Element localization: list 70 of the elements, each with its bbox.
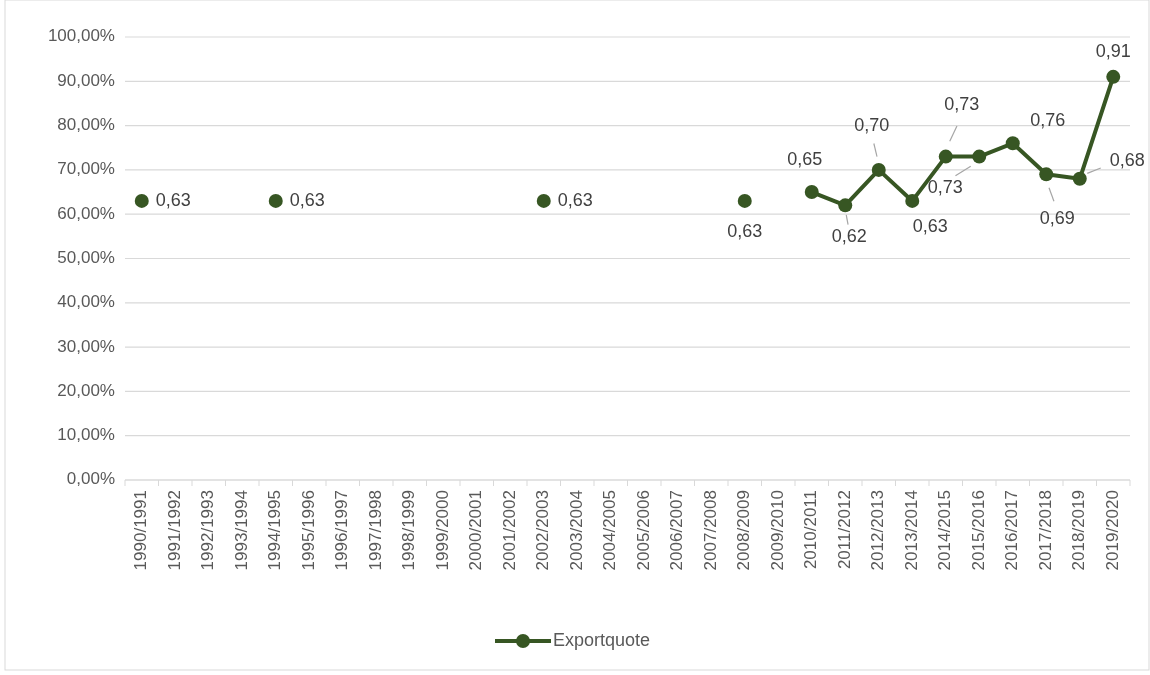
y-tick-label: 60,00%	[57, 203, 115, 223]
x-tick-label: 2014/2015	[935, 490, 955, 571]
point	[871, 162, 886, 177]
data-label: 0,63	[912, 215, 948, 236]
y-tick-label: 20,00%	[57, 380, 115, 400]
data-label: 0,73	[927, 177, 963, 198]
x-tick-label: 1999/2000	[432, 490, 452, 571]
x-tick-label: 1990/1991	[131, 490, 151, 571]
x-tick-label: 2011/2012	[834, 490, 854, 570]
data-label: 0,76	[1030, 110, 1066, 131]
point	[536, 193, 551, 208]
x-tick-label: 2000/2001	[466, 490, 486, 571]
x-tick-label: 1991/1992	[164, 490, 184, 571]
x-tick-label: 2004/2005	[600, 490, 620, 571]
point	[938, 149, 953, 164]
point	[268, 193, 283, 208]
x-tick-label: 1997/1998	[365, 490, 385, 571]
x-tick-label: 1998/1999	[399, 490, 419, 571]
x-tick-label: 2007/2008	[700, 490, 720, 571]
point	[1039, 167, 1054, 182]
y-tick-label: 80,00%	[57, 115, 115, 135]
x-tick-label: 2008/2009	[734, 490, 754, 571]
data-label: 0,70	[854, 114, 890, 135]
data-label: 0,63	[289, 189, 325, 210]
y-tick-label: 50,00%	[57, 247, 115, 267]
x-tick-label: 2003/2004	[566, 490, 586, 571]
y-tick-label: 90,00%	[57, 70, 115, 90]
point	[737, 193, 752, 208]
x-tick-label: 2005/2006	[633, 490, 653, 571]
point	[905, 193, 920, 208]
x-tick-label: 2016/2017	[1002, 490, 1022, 571]
data-label: 0,73	[944, 94, 980, 115]
y-tick-label: 100,00%	[47, 26, 115, 46]
x-tick-label: 2012/2013	[868, 490, 888, 571]
x-tick-label: 1994/1995	[265, 490, 285, 571]
data-label: 0,62	[831, 226, 867, 247]
point	[804, 185, 819, 200]
x-tick-label: 1996/1997	[332, 490, 352, 571]
x-tick-label: 2019/2020	[1102, 490, 1122, 571]
data-label: 0,69	[1039, 208, 1075, 229]
data-label: 0,63	[727, 220, 763, 241]
x-tick-label: 2006/2007	[667, 490, 687, 571]
data-label: 0,65	[787, 148, 823, 169]
point	[1106, 69, 1121, 84]
point	[972, 149, 987, 164]
point	[1072, 171, 1087, 186]
x-tick-label: 2001/2002	[499, 490, 519, 571]
x-tick-label: 2009/2010	[767, 490, 787, 571]
data-label: 0,63	[155, 189, 191, 210]
x-tick-label: 2010/2011	[801, 490, 821, 570]
point	[134, 193, 149, 208]
point	[1005, 136, 1020, 151]
x-tick-label: 2002/2003	[533, 490, 553, 571]
x-tick-label: 1992/1993	[198, 490, 218, 571]
data-label: 0,68	[1109, 149, 1145, 170]
x-tick-label: 2018/2019	[1069, 490, 1089, 571]
x-tick-label: 1995/1996	[298, 490, 318, 571]
y-tick-label: 0,00%	[66, 469, 115, 489]
data-label: 0,91	[1095, 40, 1131, 61]
point	[838, 198, 853, 213]
x-tick-label: 2013/2014	[901, 490, 921, 571]
x-tick-label: 1993/1994	[231, 490, 251, 571]
x-tick-label: 2015/2016	[968, 490, 988, 571]
y-tick-label: 40,00%	[57, 292, 115, 312]
data-label: 0,63	[557, 189, 593, 210]
y-tick-label: 10,00%	[57, 425, 115, 445]
y-tick-label: 70,00%	[57, 159, 115, 179]
x-tick-label: 2017/2018	[1035, 490, 1055, 571]
legend-label: Exportquote	[553, 629, 651, 650]
y-tick-label: 30,00%	[57, 336, 115, 356]
